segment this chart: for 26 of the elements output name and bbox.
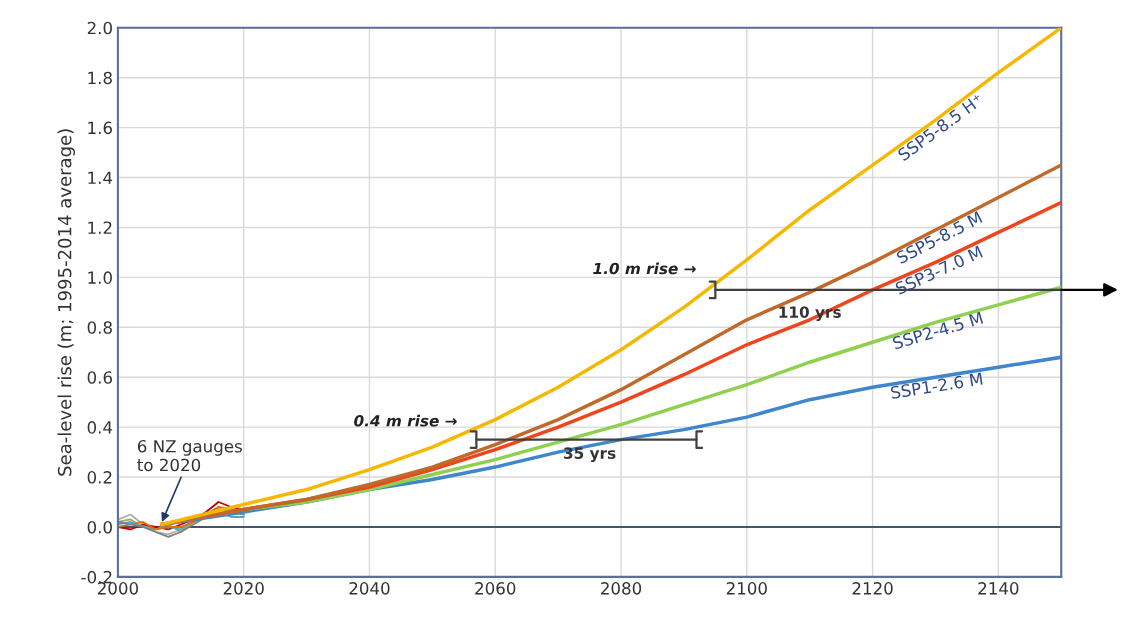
text: SSP1-2.6 M [890, 372, 983, 400]
x-tick-label: 2040 [349, 582, 390, 595]
x-tick-label: 2120 [852, 582, 893, 595]
y-tick-label: -0.2 [81, 570, 112, 584]
annotation: 6 NZ gauges to 2020 [137, 439, 242, 472]
x-tick-label: 2000 [97, 582, 139, 595]
y-tick-label: 2.0 [87, 21, 112, 35]
y-tick-label: 1.4 [88, 171, 113, 184]
y-axis-title: Sea-level rise (m; 1995-2014 average) [57, 129, 75, 476]
x-tick-label: 2100 [726, 582, 767, 595]
annotation: 1.0 m rise → [593, 262, 696, 275]
y-tick-label: 1.0 [88, 271, 112, 284]
annotation: 35 yrs [564, 447, 616, 462]
y-tick-label: 0.2 [87, 471, 112, 484]
y-tick-label: 0.4 [87, 421, 113, 434]
x-tick-label: 2020 [223, 582, 264, 595]
y-tick-label: 0.0 [87, 520, 112, 534]
y-tick-label: 1.8 [88, 71, 112, 85]
x-tick-label: 2080 [601, 582, 642, 595]
x-tick-label: 2060 [475, 582, 516, 595]
x-tick-label: 2140 [978, 582, 1019, 595]
annotation: 0.4 m rise → [354, 414, 457, 427]
y-tick-label: 1.6 [88, 121, 113, 135]
y-tick-label: 1.2 [88, 221, 112, 234]
y-tick-label: 0.6 [87, 371, 113, 384]
y-tick-label: 0.8 [87, 321, 112, 334]
